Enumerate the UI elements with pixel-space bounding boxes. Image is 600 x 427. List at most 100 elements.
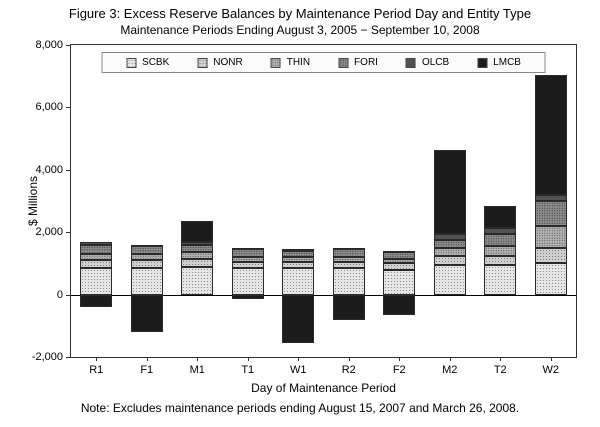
x-tick-label: R1 [89,364,104,376]
bar-segment [130,244,163,247]
bar-segment [484,205,517,228]
bar-segment [282,250,315,258]
legend-item: SCBK [126,57,169,68]
bar-segment [484,255,517,265]
bar-segment [534,74,567,195]
zero-line [71,294,576,296]
bar-segment [433,255,466,265]
y-tick-mark [66,232,71,234]
legend-label: SCBK [142,57,170,68]
bar-segment [282,268,315,295]
bar-segment [80,294,113,308]
y-tick-mark [66,107,71,109]
x-tick-label: T1 [241,364,255,376]
x-tick-label: W2 [542,364,560,376]
bar-segment [484,264,517,295]
legend-swatch [197,57,208,68]
x-tick-label: M2 [442,364,458,376]
bar-segment [433,240,466,248]
legend-item: FORI [338,57,378,68]
bar-segment [80,244,113,255]
bar-segment [534,247,567,264]
bar-segment [231,249,264,258]
bar-segment [181,266,214,295]
x-tick-mark [550,357,552,361]
bar-segment [282,257,315,262]
x-tick-mark [146,357,148,361]
y-tick-label: -2,000 [31,351,63,363]
bar-segment [181,252,214,259]
legend-item: LMCB [477,57,521,68]
bar-segment [383,258,416,264]
bar-segment [332,268,365,295]
y-tick-mark [66,357,71,358]
x-tick-label: F1 [140,364,154,376]
bar-segment [231,257,264,262]
x-tick-mark [197,357,199,361]
bar-segment [534,263,567,295]
bar-segment [534,201,567,226]
y-tick-mark [66,45,71,46]
x-tick-mark [348,357,350,361]
x-tick-mark [449,357,451,361]
bar-segment [282,249,315,252]
x-tick-mark [96,357,98,361]
bar-segment [231,261,264,269]
x-tick-mark [500,357,502,361]
y-tick-mark [66,169,71,171]
x-tick-label: R2 [341,364,356,376]
bar-segment [231,247,264,250]
bar-segment [80,241,113,245]
legend-item: THIN [270,57,311,68]
legend-item: OLCB [405,57,449,68]
bar-segment [231,294,264,300]
y-tick-label: 0 [56,288,63,301]
bar-segment [484,246,517,256]
y-tick-mark [66,294,71,296]
bar-segment [534,194,567,201]
x-tick-label: F2 [392,364,406,376]
bar-segment [332,249,365,258]
legend-label: THIN [286,57,311,68]
bar-segment [80,268,113,295]
y-tick-label: 6,000 [35,101,63,114]
bar-segment [332,257,365,262]
bar-segment [332,261,365,269]
bar-segment [181,258,214,267]
bar-segment [383,263,416,270]
bar-segment [332,294,365,320]
x-tick-mark [399,357,401,361]
legend-label: NONR [213,57,243,68]
bar-segment [383,250,416,253]
legend-swatch [477,57,488,68]
chart-note: Note: Excludes maintenance periods endin… [80,401,520,415]
legend-label: FORI [354,57,378,68]
bar-segment [484,233,517,247]
bar-segment [484,227,517,234]
legend-item: NONR [197,57,243,68]
bar-segment [231,268,264,295]
bar-segment [433,264,466,295]
legend-swatch [338,57,349,68]
bar-segment [383,294,416,315]
bar-segment [383,252,416,259]
y-axis-title: $ Millions [26,175,40,227]
bar-segment [130,246,163,255]
bar-segment [130,268,163,295]
y-tick-label: 4,000 [35,163,63,176]
y-tick-label: 2,000 [35,226,63,239]
bar-segment [80,260,113,269]
legend-swatch [270,57,281,68]
legend-label: LMCB [493,57,521,68]
bar-segment [282,294,315,343]
x-axis-title: Day of Maintenance Period [251,381,396,395]
x-tick-mark [247,357,249,361]
x-tick-label: T2 [493,364,507,376]
bar-segment [181,221,214,242]
bar-segment [130,260,163,269]
bar-segment [181,241,214,245]
legend-swatch [126,57,137,68]
plot-area: $ Millions Day of Maintenance Period SCB… [26,39,577,395]
x-tick-mark [298,357,300,361]
legend-swatch [405,57,416,68]
